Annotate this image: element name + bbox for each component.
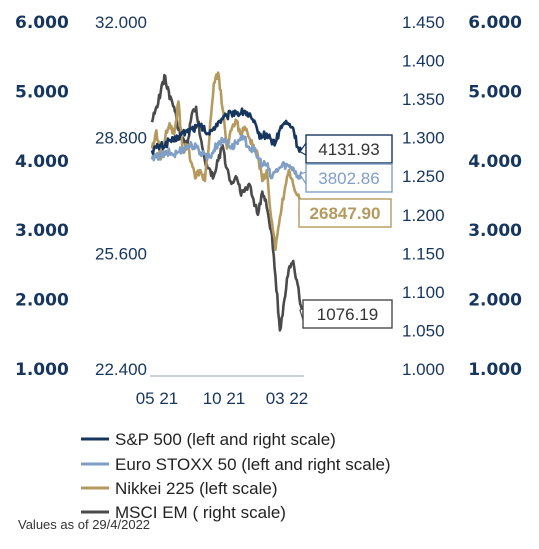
callout-box <box>298 198 392 228</box>
inner-right-tick-label: 1.250 <box>402 167 445 186</box>
callout-box <box>305 134 393 164</box>
outer-right-tick-label: 4.000 <box>468 152 522 172</box>
series-line <box>150 134 304 180</box>
x-tick-label: 03 22 <box>266 389 309 408</box>
legend-label: Euro STOXX 50 (left and right scale) <box>115 455 391 474</box>
inner-right-tick-label: 1.200 <box>402 206 445 225</box>
legend-label: MSCI EM ( right scale) <box>115 503 286 522</box>
x-axis: 05 21 10 21 03 22 <box>136 375 309 408</box>
outer-right-tick-label: 2.000 <box>468 291 522 311</box>
outer-left-tick-label: 5.000 <box>15 82 69 102</box>
outer-left-tick-label: 2.000 <box>15 291 69 311</box>
legend: S&P 500 (left and right scale) Euro STOXX… <box>81 430 391 522</box>
inner-left-tick-label: 28.800 <box>95 129 147 148</box>
inner-left-axis: 32.000 28.800 25.600 22.400 <box>95 13 147 379</box>
x-tick-label: 10 21 <box>203 389 246 408</box>
inner-left-tick-label: 32.000 <box>95 13 147 32</box>
inner-right-tick-label: 1.000 <box>402 360 445 379</box>
inner-right-axis: 1.450 1.400 1.350 1.300 1.250 1.200 1.150 1.100… <box>402 13 445 379</box>
callout-value: 3802.86 <box>318 169 379 188</box>
inner-right-tick-label: 1.050 <box>402 321 445 340</box>
outer-left-axis: 6.000 5.000 4.000 3.000 2.000 1.000 <box>15 13 69 380</box>
outer-right-tick-label: 5.000 <box>468 82 522 102</box>
inner-right-tick-label: 1.400 <box>402 52 445 71</box>
callout-value: 1076.19 <box>317 305 378 324</box>
outer-left-tick-label: 3.000 <box>15 221 69 241</box>
series-line <box>150 71 304 251</box>
x-tick-label: 05 21 <box>136 389 179 408</box>
series-lines <box>150 71 304 332</box>
series-line <box>150 107 303 155</box>
outer-right-axis: 6.000 5.000 4.000 3.000 2.000 1.000 <box>468 13 522 380</box>
inner-right-tick-label: 1.350 <box>402 90 445 109</box>
inner-right-tick-label: 1.100 <box>402 283 445 302</box>
inner-left-tick-label: 25.600 <box>95 244 147 263</box>
callout-value: 26847.90 <box>310 204 381 223</box>
callout-value: 4131.93 <box>318 140 379 159</box>
outer-right-tick-label: 1.000 <box>468 360 522 380</box>
callout-box <box>302 299 393 329</box>
inner-right-tick-label: 1.300 <box>402 129 445 148</box>
series-line <box>150 73 304 332</box>
inner-right-tick-label: 1.150 <box>402 244 445 263</box>
outer-left-tick-label: 4.000 <box>15 152 69 172</box>
legend-label: S&P 500 (left and right scale) <box>115 430 336 449</box>
outer-left-tick-label: 6.000 <box>15 13 69 33</box>
inner-right-tick-label: 1.450 <box>402 13 445 32</box>
last-value-callouts: 4131.93 3802.86 26847.90 1076.19 <box>298 134 393 329</box>
outer-right-tick-label: 6.000 <box>468 13 522 33</box>
inner-left-tick-label: 22.400 <box>95 360 147 379</box>
footnote: Values as of 29/4/2022 <box>18 517 151 532</box>
outer-right-tick-label: 3.000 <box>468 221 522 241</box>
legend-label: Nikkei 225 (left scale) <box>115 479 278 498</box>
callout-box <box>305 163 393 193</box>
outer-left-tick-label: 1.000 <box>15 360 69 380</box>
